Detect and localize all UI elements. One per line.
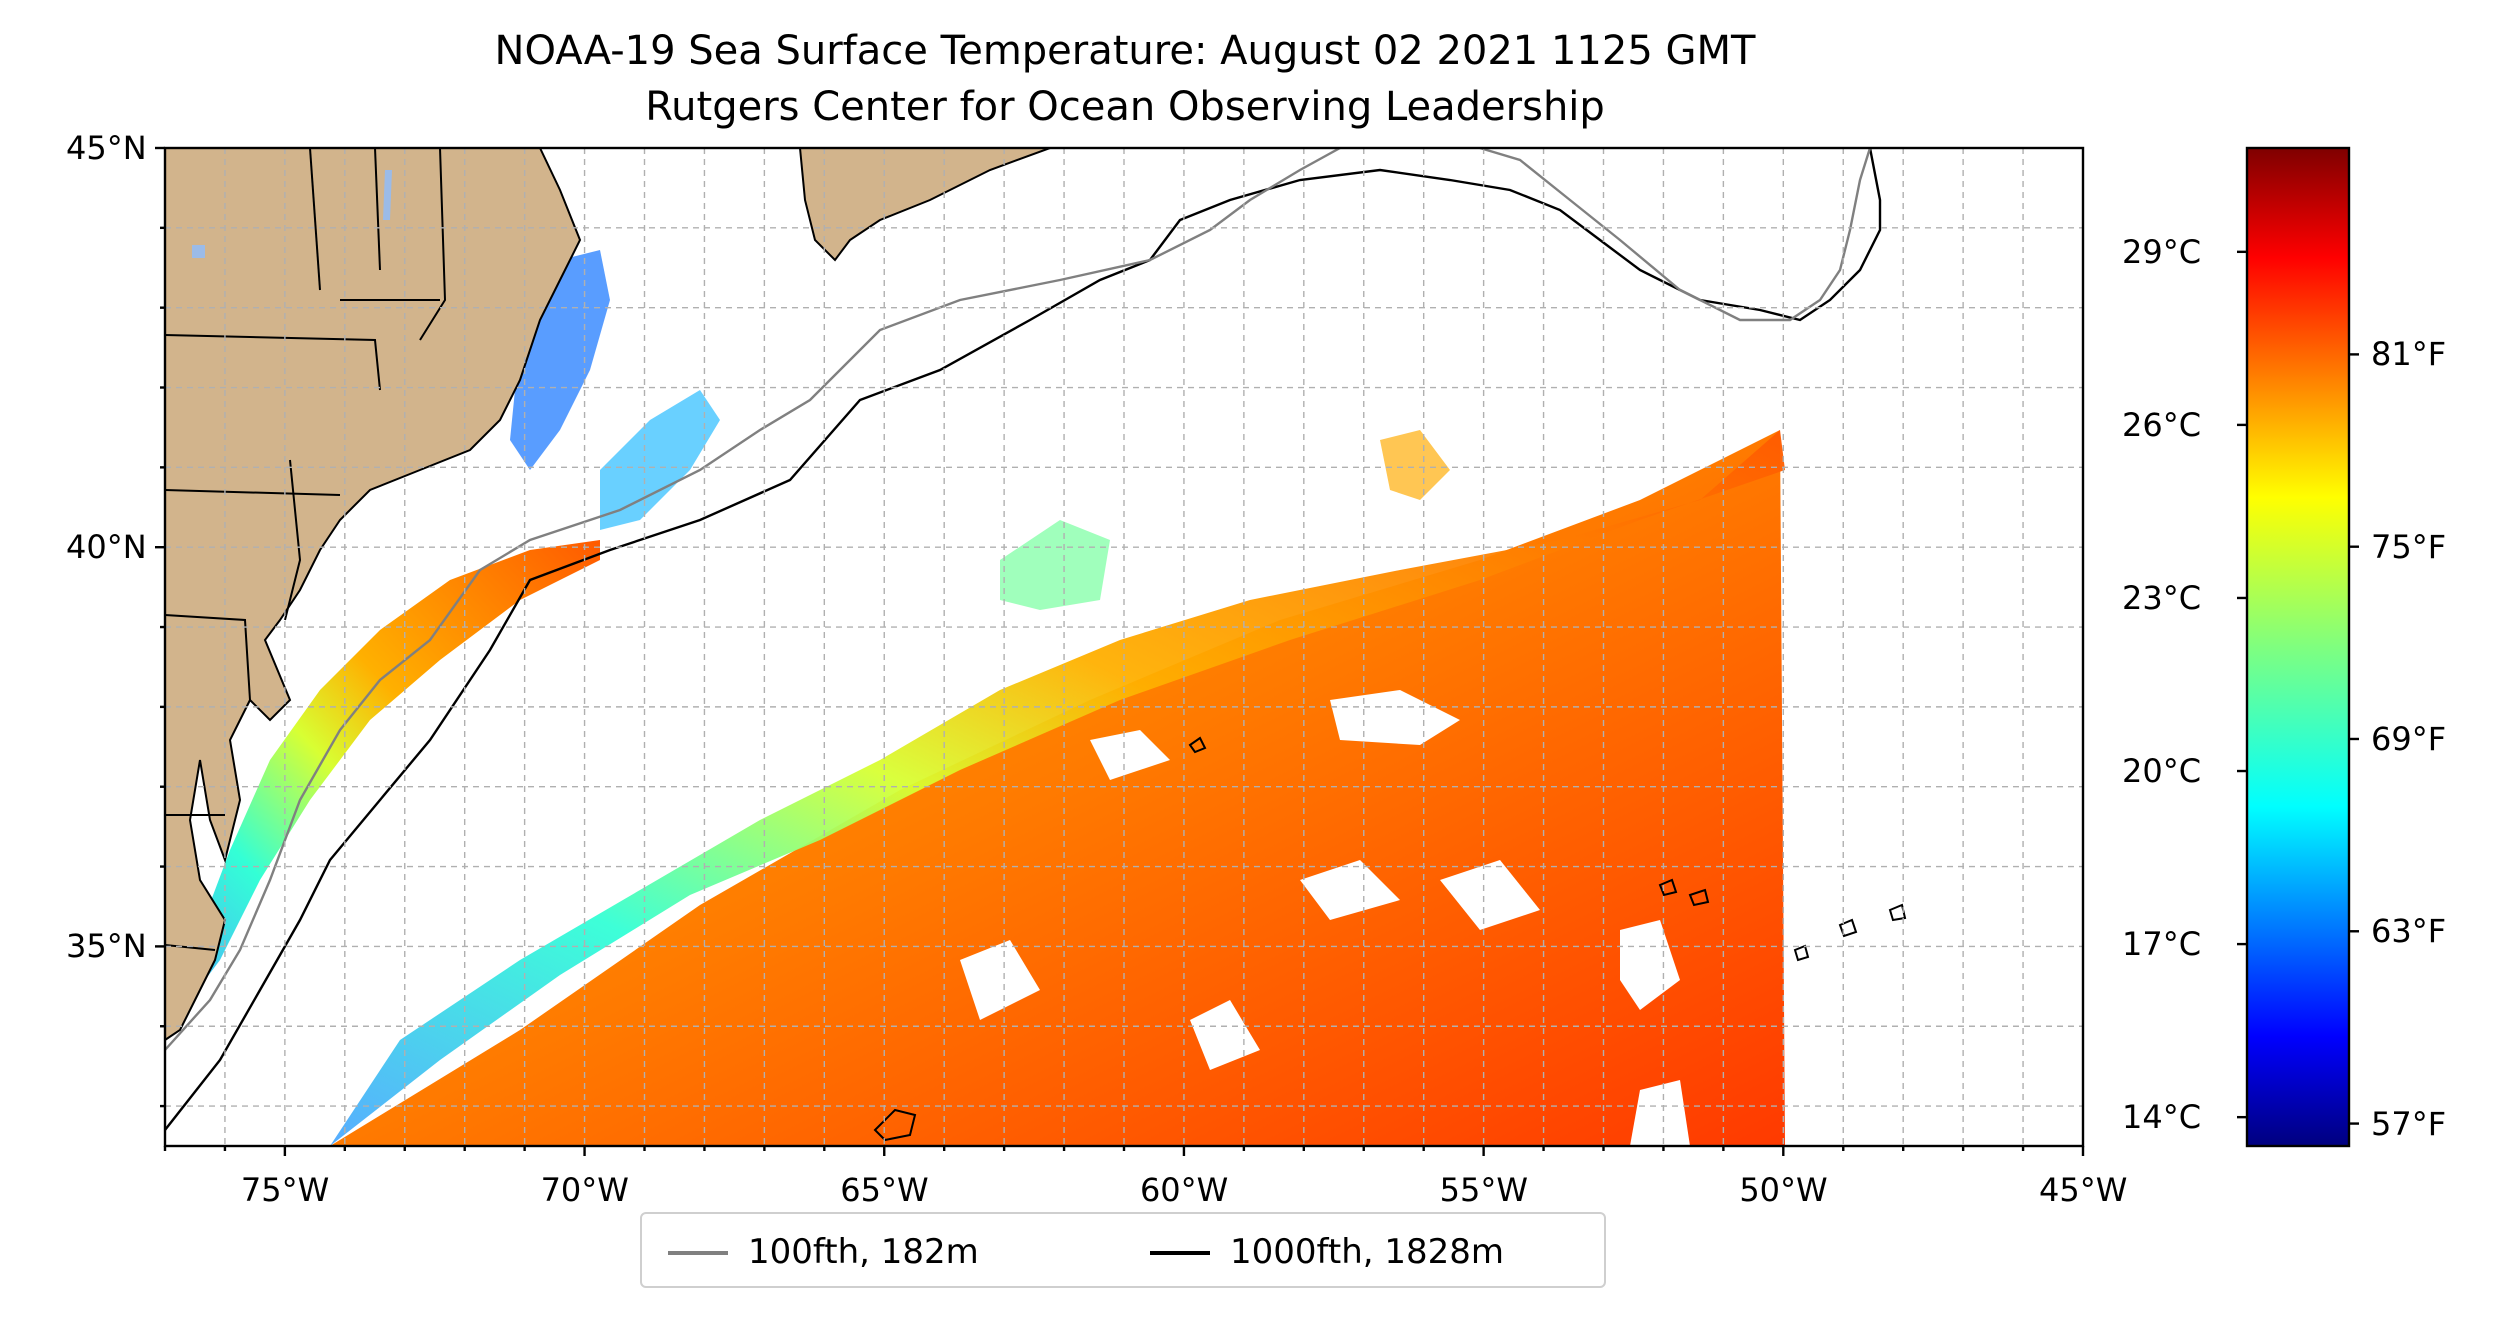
celsius-tick-label: 14°C — [2122, 1098, 2202, 1137]
sst-swath-warm — [330, 430, 1785, 1146]
celsius-tick-label: 20°C — [2122, 752, 2202, 791]
land-nova-scotia — [798, 148, 1051, 262]
legend-label: 1000fth, 1828m — [1230, 1232, 1505, 1272]
colorbar-ticks — [2237, 250, 2359, 1125]
legend: 100fth, 182m 1000fth, 1828m — [640, 1212, 1606, 1288]
fahrenheit-tick-label: 81°F — [2371, 335, 2447, 374]
celsius-tick-label: 26°C — [2122, 405, 2202, 444]
fahrenheit-tick-label: 57°F — [2371, 1104, 2447, 1143]
lat-tick-label: 35°N — [66, 927, 147, 966]
cloud-gap — [1090, 730, 1170, 780]
celsius-tick-label: 29°C — [2122, 232, 2202, 271]
cloud-gap — [1630, 1080, 1690, 1146]
lon-tick-label: 70°W — [540, 1171, 629, 1209]
cloud-gap — [1620, 920, 1680, 1010]
lat-tick-label: 40°N — [66, 528, 147, 567]
fahrenheit-tick-label: 75°F — [2371, 527, 2447, 566]
isobath-100fth — [165, 148, 1341, 1051]
lon-tick-label: 45°W — [2039, 1171, 2128, 1209]
isobath-100fth — [1479, 148, 1872, 322]
lat-tick-label: 45°N — [66, 129, 147, 167]
lake — [383, 170, 392, 220]
sst-grand-banks-patch — [1380, 430, 1450, 500]
lon-tick-label: 65°W — [840, 1171, 929, 1209]
map-subtitle: Rutgers Center for Ocean Observing Leade… — [645, 84, 1605, 130]
axis-ticks — [155, 146, 2085, 1156]
celsius-tick-label: 23°C — [2122, 578, 2202, 617]
fahrenheit-tick-label: 63°F — [2371, 912, 2447, 951]
fahrenheit-tick-label: 69°F — [2371, 719, 2447, 758]
cloud-gap — [960, 940, 1040, 1020]
cloud-gap — [1190, 1000, 1260, 1070]
legend-label: 100fth, 182m — [748, 1232, 979, 1272]
lon-tick-label: 50°W — [1739, 1171, 1828, 1209]
sst-scotian-patch — [1000, 520, 1110, 610]
map-title: NOAA-19 Sea Surface Temperature: August … — [494, 28, 1756, 74]
lake — [192, 245, 205, 258]
legend-line-100fth — [668, 1251, 728, 1255]
colorbar — [2245, 146, 2351, 1148]
cloud-gap — [1330, 690, 1460, 745]
sst-georges-bank — [600, 390, 720, 530]
lon-tick-label: 75°W — [240, 1171, 330, 1209]
cloud-gap — [1300, 860, 1400, 920]
celsius-tick-label: 17°C — [2122, 925, 2202, 964]
map-gridlines — [165, 148, 2083, 1146]
land-north-america — [165, 148, 582, 1042]
cloud-gap — [1440, 860, 1540, 930]
state-borders — [165, 148, 447, 951]
legend-line-1000fth — [1150, 1251, 1210, 1255]
lon-tick-label: 55°W — [1439, 1171, 1528, 1209]
lon-tick-label: 60°W — [1139, 1171, 1229, 1209]
seamount-contours — [873, 736, 1907, 1142]
